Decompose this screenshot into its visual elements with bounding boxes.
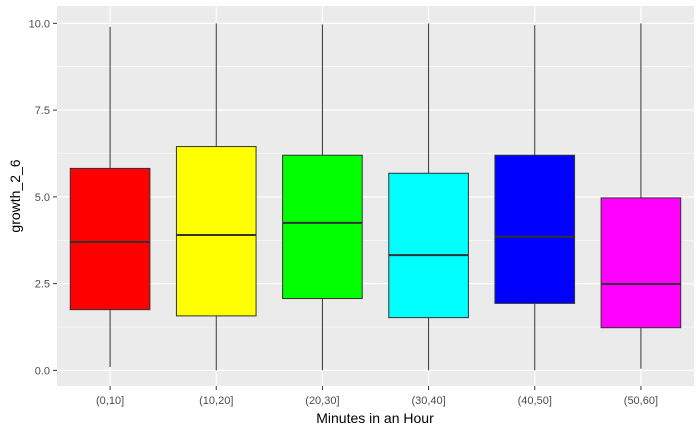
iqr-box: [388, 172, 469, 319]
x-tick-label: (30,40]: [411, 395, 445, 407]
x-tick-label: (10,20]: [199, 395, 233, 407]
box-6: [600, 23, 682, 369]
x-axis-title: Minutes in an Hour: [316, 410, 434, 426]
box-2: [175, 23, 257, 371]
iqr-box: [69, 167, 151, 311]
iqr-box: [282, 154, 363, 300]
x-tick-label: (20,30]: [305, 395, 339, 407]
y-tick-label: 2.5: [35, 279, 50, 291]
y-axis-title: growth_2_6: [7, 159, 23, 232]
box-3: [282, 24, 363, 371]
axis-layer: 0.0 2.5 5.0 7.5 10.0 (0,10] (10,20] (20,30] (30,…: [29, 18, 658, 407]
x-tick-label: (50,60]: [624, 395, 658, 407]
x-tick-label: (0,10]: [96, 395, 124, 407]
iqr-box: [494, 154, 576, 304]
y-tick-label: 7.5: [35, 105, 50, 117]
iqr-box: [600, 197, 682, 329]
box-4: [388, 23, 469, 371]
y-tick-label: 0.0: [35, 365, 50, 377]
y-tick-label: 10.0: [29, 18, 50, 30]
box-5: [494, 25, 576, 371]
box-1: [69, 26, 151, 367]
y-tick-label: 5.0: [35, 192, 50, 204]
box-layer: [69, 23, 682, 371]
plot-panel: [57, 6, 694, 386]
iqr-box: [175, 146, 257, 317]
x-tick-label: (40,50]: [518, 395, 552, 407]
